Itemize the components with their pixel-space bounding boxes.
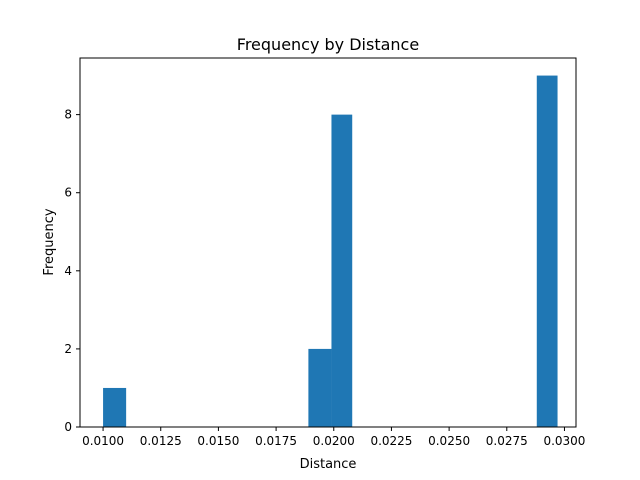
x-tick-label: 0.0300	[543, 434, 585, 448]
histogram-bar	[536, 75, 558, 428]
x-tick-label: 0.0100	[82, 434, 124, 448]
chart-title: Frequency by Distance	[237, 35, 419, 54]
x-tick-label: 0.0150	[197, 434, 239, 448]
y-axis-ticks: 0 2 4 6 8	[64, 108, 80, 434]
x-tick-label: 0.0125	[140, 434, 182, 448]
plot-frame	[79, 57, 577, 428]
x-tick-label: 0.0200	[313, 434, 355, 448]
histogram-bar	[308, 348, 332, 427]
x-axis-label: Distance	[300, 457, 357, 472]
histogram-bar	[331, 114, 353, 427]
x-tick-label: 0.0225	[370, 434, 412, 448]
x-tick-label: 0.0275	[486, 434, 528, 448]
x-tick-label: 0.0250	[428, 434, 470, 448]
x-tick-label: 0.0175	[255, 434, 297, 448]
x-axis-ticks: 0.0100 0.0125 0.0150 0.0175 0.0200 0.0225 0.02…	[82, 427, 585, 448]
y-tick-label: 6	[64, 186, 72, 200]
y-tick-label: 8	[64, 108, 72, 122]
y-axis-label: Frequency	[42, 208, 57, 275]
y-tick-label: 4	[64, 264, 72, 278]
histogram-bar	[103, 387, 127, 427]
y-tick-label: 2	[64, 342, 72, 356]
bars-group	[103, 75, 558, 428]
y-tick-label: 0	[64, 420, 72, 434]
